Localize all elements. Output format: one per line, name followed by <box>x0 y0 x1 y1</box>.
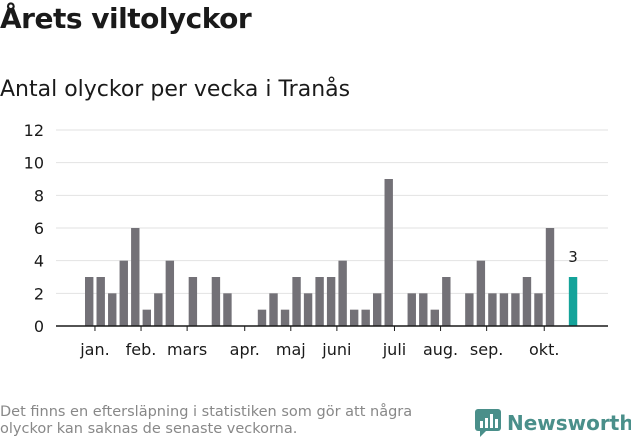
bar <box>361 309 370 326</box>
bar <box>315 277 324 326</box>
bar <box>522 277 532 326</box>
bar <box>349 309 359 326</box>
y-tick-label: 4 <box>34 252 44 271</box>
x-tick-label: aug. <box>423 340 458 359</box>
bar <box>534 293 543 326</box>
bar <box>269 293 278 326</box>
x-tick-label: maj <box>276 340 306 359</box>
bars: 3 <box>85 179 578 326</box>
bar <box>384 179 393 326</box>
x-tick-label: juli <box>382 340 406 359</box>
bar <box>338 260 347 326</box>
highlight-data-label: 3 <box>568 248 578 266</box>
chart-title: Årets viltolyckor <box>0 2 252 35</box>
bar <box>211 277 221 326</box>
y-tick-label: 10 <box>24 154 44 173</box>
x-tick-label: sep. <box>470 340 503 359</box>
bar <box>257 309 267 326</box>
bar <box>280 309 290 326</box>
bar <box>373 293 382 326</box>
bar <box>511 293 520 326</box>
y-tick-label: 8 <box>34 186 44 205</box>
brand-name: Newsworthy <box>507 411 631 435</box>
bar <box>499 293 509 326</box>
bar <box>303 293 313 326</box>
bar <box>142 309 151 326</box>
x-tick-label: feb. <box>126 340 157 359</box>
y-tick-label: 6 <box>34 219 44 238</box>
footnote: Det finns en eftersläpning i statistiken… <box>0 404 413 437</box>
bar <box>165 260 175 326</box>
bar-chart: 3 0 2 4 6 8 10 12 jan. feb. mars apr. maj juni juli au… <box>24 121 608 359</box>
bar <box>108 293 117 326</box>
bar <box>465 293 474 326</box>
bar <box>188 277 198 326</box>
x-tick-label: okt. <box>529 340 559 359</box>
bar <box>292 277 301 326</box>
bar-highlight <box>568 277 578 326</box>
y-tick-label: 2 <box>34 284 44 303</box>
chart-subtitle: Antal olyckor per vecka i Tranås <box>0 77 351 102</box>
bar <box>419 293 428 326</box>
bar <box>407 293 416 326</box>
x-tick-label: apr. <box>230 340 260 359</box>
axes: 0 2 4 6 8 10 12 jan. feb. mars apr. maj juni juli aug.… <box>24 121 608 359</box>
brand-logo: Newsworthy <box>475 408 631 438</box>
bar <box>119 260 128 326</box>
x-tick-label: juni <box>321 340 351 359</box>
bar <box>430 309 439 326</box>
bar <box>154 293 163 326</box>
newsworthy-logo-icon <box>475 409 501 437</box>
y-tick-label: 12 <box>24 121 44 140</box>
bar <box>85 277 94 326</box>
bar <box>326 277 336 326</box>
bar <box>476 260 486 326</box>
bar <box>96 277 105 326</box>
x-tick-label: mars <box>167 340 207 359</box>
bar <box>488 293 497 326</box>
bar <box>442 277 451 326</box>
bar <box>545 228 555 326</box>
x-tick-label: jan. <box>79 340 109 359</box>
bar <box>223 293 232 326</box>
y-tick-label: 0 <box>34 317 44 336</box>
bar <box>131 228 140 326</box>
